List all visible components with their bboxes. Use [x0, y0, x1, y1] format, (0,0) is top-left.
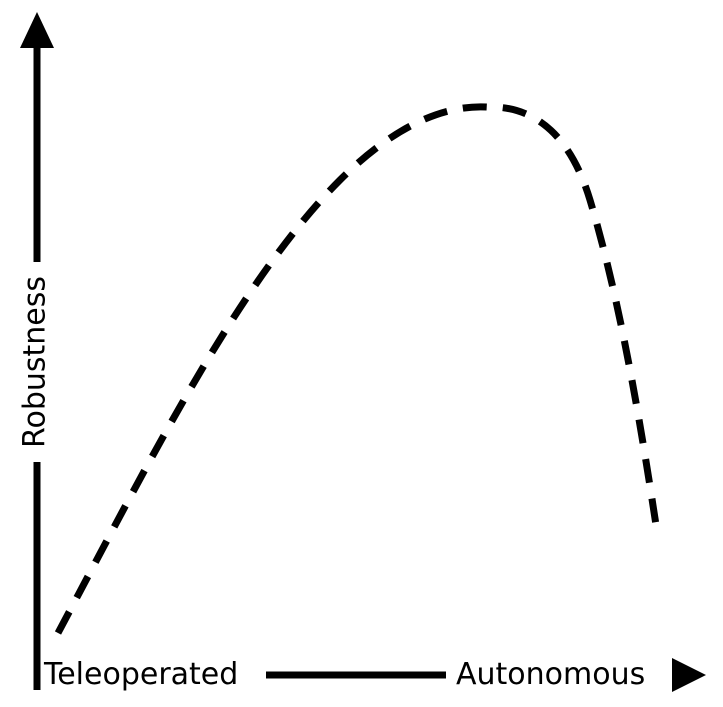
- robustness-curve: [54, 103, 660, 635]
- x-axis-start-label: Teleoperated: [43, 657, 238, 692]
- y-axis-arrowhead-icon: [20, 12, 54, 48]
- x-axis-end-label: Autonomous: [456, 657, 645, 692]
- y-axis-label: Robustness: [18, 276, 53, 448]
- x-axis-arrowhead-icon: [672, 658, 706, 692]
